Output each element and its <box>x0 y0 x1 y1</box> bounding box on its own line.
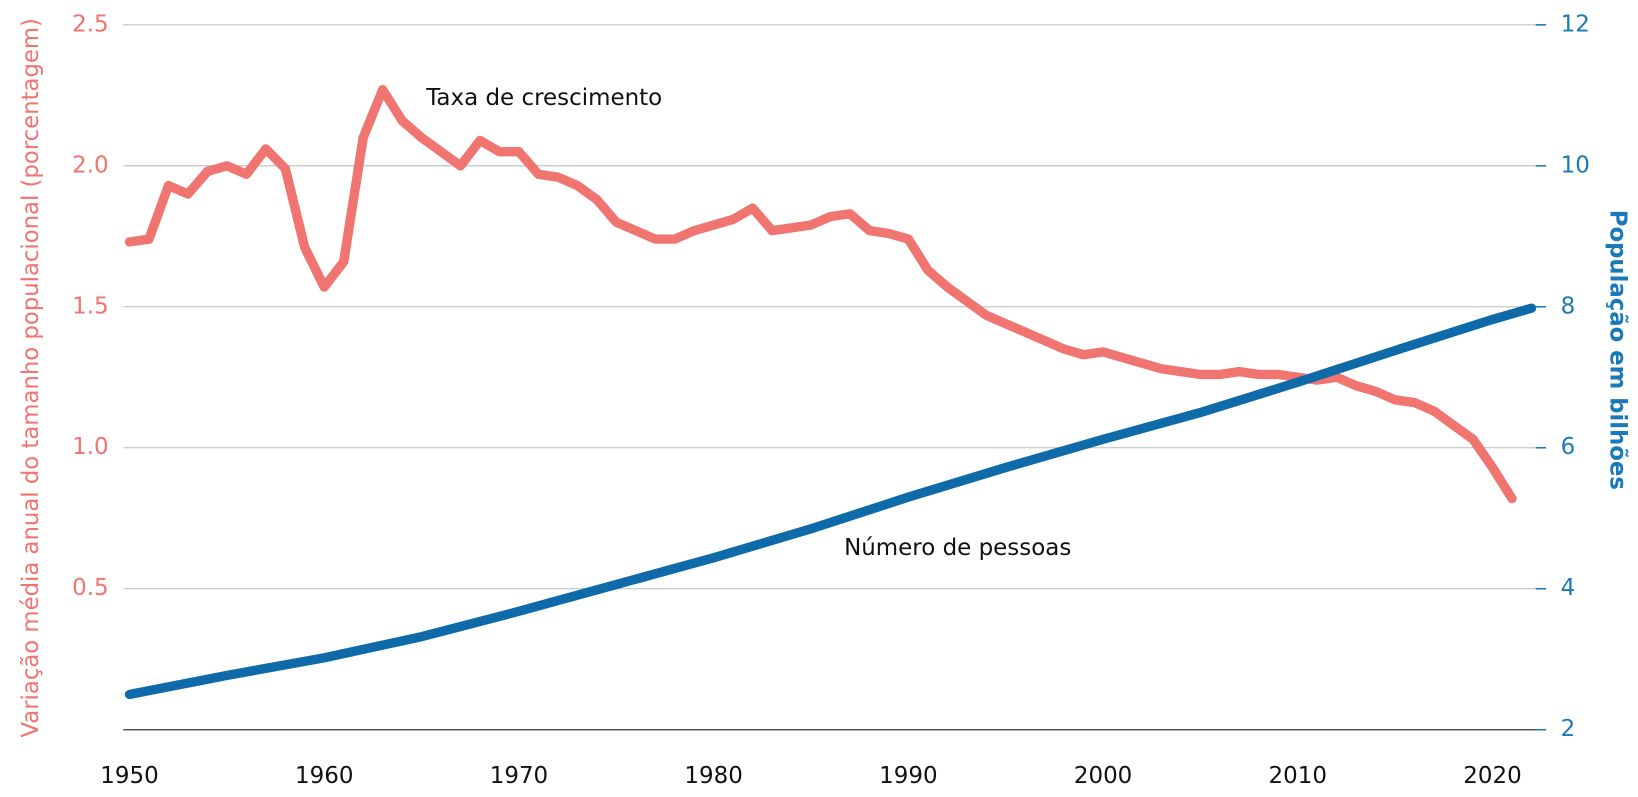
x-tick-label: 1970 <box>490 763 548 789</box>
x-tick-label: 1990 <box>879 763 937 789</box>
y2-axis-label: População em bilhões <box>1605 210 1631 490</box>
y2-tick-label: 4 <box>1561 575 1576 601</box>
y-tick-label: 1.5 <box>72 293 109 319</box>
y-tick-label: 2.0 <box>72 152 109 178</box>
x-tick-label: 1980 <box>684 763 742 789</box>
annotation: Número de pessoas <box>844 535 1071 561</box>
x-tick-label: 1960 <box>295 763 353 789</box>
y2-tick-label: 10 <box>1561 152 1590 178</box>
x-tick-label: 1950 <box>100 763 158 789</box>
y2-tick-label: 6 <box>1561 434 1576 460</box>
y2-tick-label: 8 <box>1561 293 1576 319</box>
y-tick-label: 0.5 <box>72 575 109 601</box>
y2-tick-label: 2 <box>1561 716 1576 742</box>
x-tick-label: 2020 <box>1463 763 1521 789</box>
annotation: Taxa de crescimento <box>425 85 662 111</box>
y2-tick-label: 12 <box>1561 11 1590 37</box>
x-tick-label: 2000 <box>1074 763 1132 789</box>
line-series <box>124 85 1517 504</box>
y-axis-label: Variação média anual do tamanho populaci… <box>18 18 44 737</box>
x-tick-label: 2010 <box>1269 763 1327 789</box>
y-tick-label: 1.0 <box>72 434 109 460</box>
y-tick-label: 2.5 <box>72 11 109 37</box>
line-series <box>124 303 1537 700</box>
